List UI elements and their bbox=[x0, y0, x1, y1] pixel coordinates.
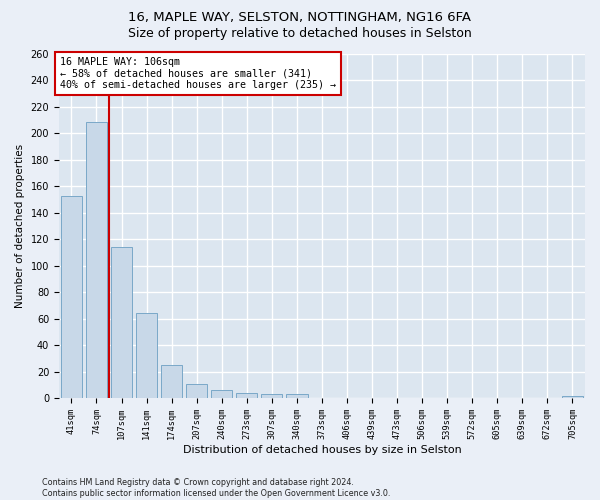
Bar bbox=[236, 393, 257, 398]
Text: 16, MAPLE WAY, SELSTON, NOTTINGHAM, NG16 6FA: 16, MAPLE WAY, SELSTON, NOTTINGHAM, NG16… bbox=[128, 11, 472, 24]
Bar bbox=[186, 384, 208, 398]
Bar bbox=[61, 196, 82, 398]
Bar bbox=[286, 394, 308, 398]
Bar bbox=[261, 394, 283, 398]
Text: 16 MAPLE WAY: 106sqm
← 58% of detached houses are smaller (341)
40% of semi-deta: 16 MAPLE WAY: 106sqm ← 58% of detached h… bbox=[60, 56, 336, 90]
Bar bbox=[86, 122, 107, 398]
Bar bbox=[562, 396, 583, 398]
Bar bbox=[161, 365, 182, 398]
Text: Contains HM Land Registry data © Crown copyright and database right 2024.
Contai: Contains HM Land Registry data © Crown c… bbox=[42, 478, 391, 498]
X-axis label: Distribution of detached houses by size in Selston: Distribution of detached houses by size … bbox=[182, 445, 461, 455]
Text: Size of property relative to detached houses in Selston: Size of property relative to detached ho… bbox=[128, 28, 472, 40]
Bar bbox=[111, 248, 132, 398]
Bar bbox=[136, 314, 157, 398]
Bar bbox=[211, 390, 232, 398]
Y-axis label: Number of detached properties: Number of detached properties bbox=[15, 144, 25, 308]
